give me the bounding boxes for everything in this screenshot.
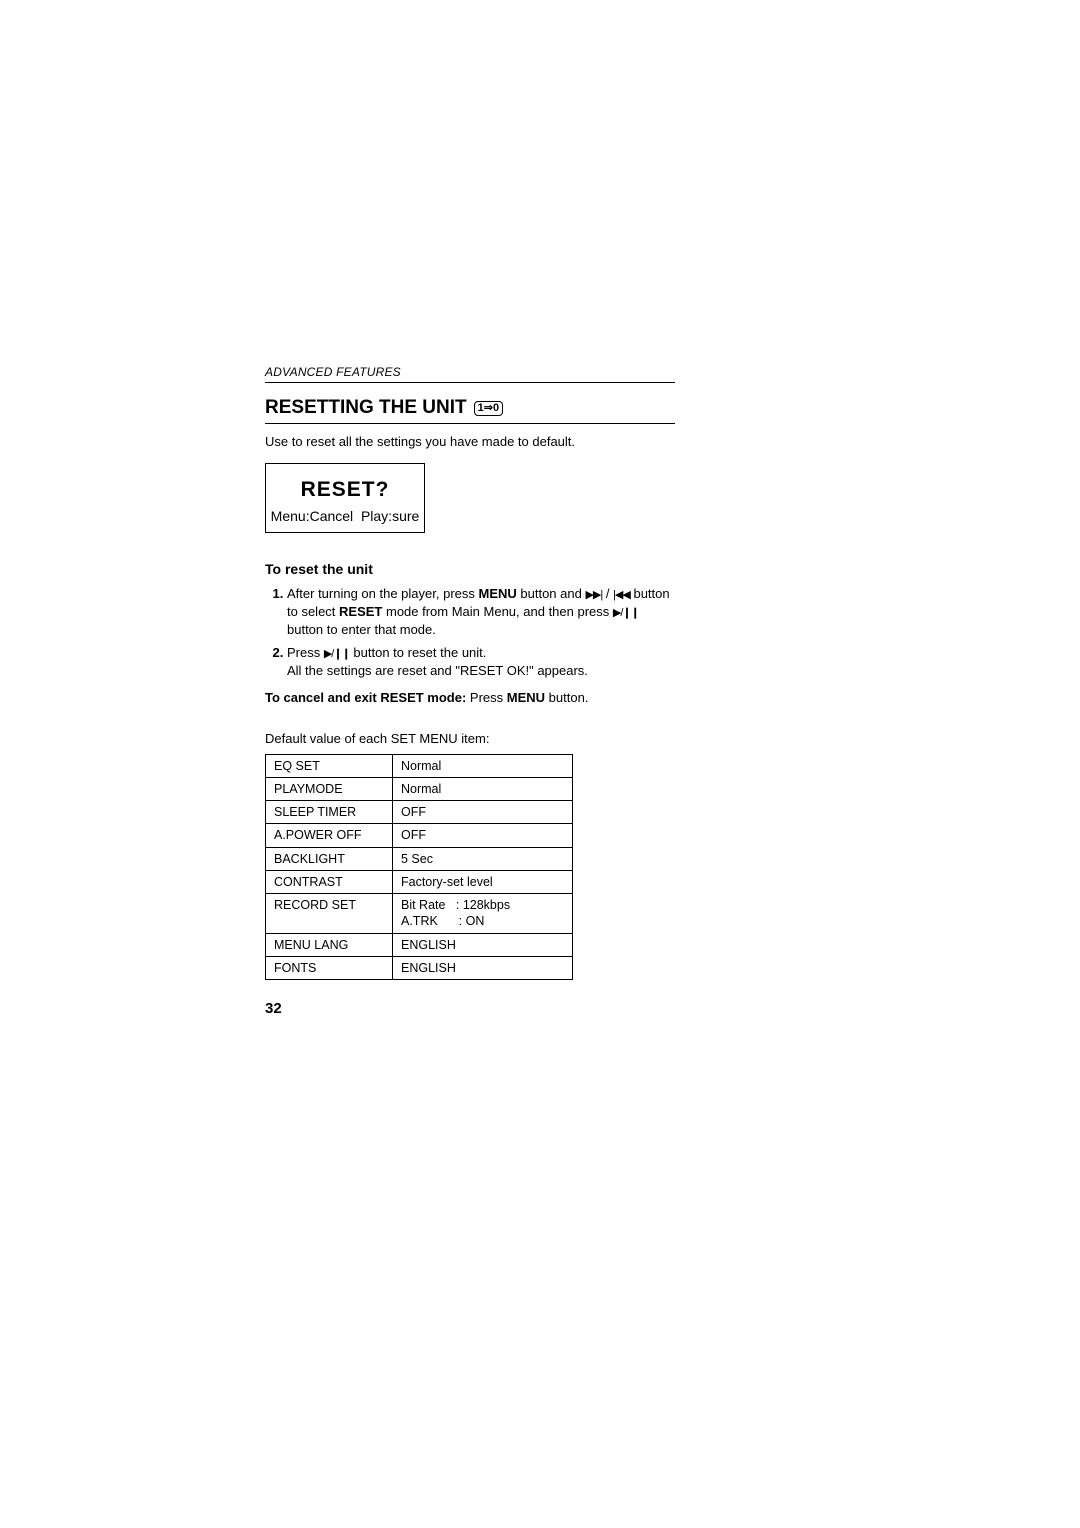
setting-default-value: OFF bbox=[393, 824, 573, 847]
setting-name: EQ SET bbox=[266, 754, 393, 777]
reset-icon: 1⇒0 bbox=[474, 401, 503, 416]
step-1: After turning on the player, press MENU … bbox=[287, 585, 675, 638]
cancel-instruction: To cancel and exit RESET mode: Press MEN… bbox=[265, 690, 675, 705]
cancel-bold: To cancel and exit RESET mode: bbox=[265, 690, 466, 705]
page-number: 32 bbox=[265, 1000, 282, 1017]
setting-default-value: 5 Sec bbox=[393, 847, 573, 870]
step-text: After turning on the player, press MENU … bbox=[287, 586, 670, 637]
section-label: ADVANCED FEATURES bbox=[265, 365, 675, 379]
divider bbox=[265, 382, 675, 383]
intro-text: Use to reset all the settings you have m… bbox=[265, 434, 675, 449]
setting-name: BACKLIGHT bbox=[266, 847, 393, 870]
step-2: Press ▶/❙❙ button to reset the unit.All … bbox=[287, 644, 675, 679]
setting-name: FONTS bbox=[266, 956, 393, 979]
subsection-heading: To reset the unit bbox=[265, 561, 675, 577]
table-row: CONTRASTFactory-set level bbox=[266, 870, 573, 893]
setting-default-value: ENGLISH bbox=[393, 933, 573, 956]
display-subtitle: Menu:Cancel Play:sure bbox=[266, 508, 424, 524]
table-row: A.POWER OFFOFF bbox=[266, 824, 573, 847]
setting-default-value: Bit Rate : 128kbps A.TRK : ON bbox=[393, 894, 573, 934]
setting-default-value: Normal bbox=[393, 777, 573, 800]
table-row: MENU LANGENGLISH bbox=[266, 933, 573, 956]
heading-text: RESETTING THE UNIT bbox=[265, 397, 467, 419]
setting-default-value: OFF bbox=[393, 801, 573, 824]
table-caption: Default value of each SET MENU item: bbox=[265, 731, 675, 746]
setting-default-value: Normal bbox=[393, 754, 573, 777]
table-row: RECORD SETBit Rate : 128kbps A.TRK : ON bbox=[266, 894, 573, 934]
manual-page: ADVANCED FEATURES RESETTING THE UNIT 1⇒0… bbox=[265, 365, 675, 980]
setting-name: MENU LANG bbox=[266, 933, 393, 956]
play-pause-icon: ▶/❙❙ bbox=[613, 607, 639, 619]
reset-label: RESET bbox=[339, 604, 382, 619]
menu-button-label: MENU bbox=[479, 586, 517, 601]
setting-default-value: Factory-set level bbox=[393, 870, 573, 893]
defaults-table: EQ SETNormalPLAYMODENormalSLEEP TIMEROFF… bbox=[265, 754, 573, 981]
page-title: RESETTING THE UNIT 1⇒0 bbox=[265, 397, 675, 419]
table-row: EQ SETNormal bbox=[266, 754, 573, 777]
setting-name: SLEEP TIMER bbox=[266, 801, 393, 824]
menu-button-label: MENU bbox=[507, 690, 545, 705]
prev-track-icon: |◀◀ bbox=[613, 589, 630, 601]
display-title: RESET? bbox=[266, 478, 424, 502]
setting-name: A.POWER OFF bbox=[266, 824, 393, 847]
table-row: FONTSENGLISH bbox=[266, 956, 573, 979]
play-pause-icon: ▶/❙❙ bbox=[324, 648, 350, 660]
setting-name: PLAYMODE bbox=[266, 777, 393, 800]
table-row: PLAYMODENormal bbox=[266, 777, 573, 800]
step-text: Press ▶/❙❙ button to reset the unit.All … bbox=[287, 645, 588, 678]
setting-name: RECORD SET bbox=[266, 894, 393, 934]
table-row: BACKLIGHT5 Sec bbox=[266, 847, 573, 870]
next-track-icon: ▶▶| bbox=[585, 589, 602, 601]
setting-default-value: ENGLISH bbox=[393, 956, 573, 979]
setting-name: CONTRAST bbox=[266, 870, 393, 893]
table-row: SLEEP TIMEROFF bbox=[266, 801, 573, 824]
lcd-display-mock: RESET? Menu:Cancel Play:sure bbox=[265, 463, 425, 533]
steps-list: After turning on the player, press MENU … bbox=[265, 585, 675, 680]
divider bbox=[265, 423, 675, 424]
